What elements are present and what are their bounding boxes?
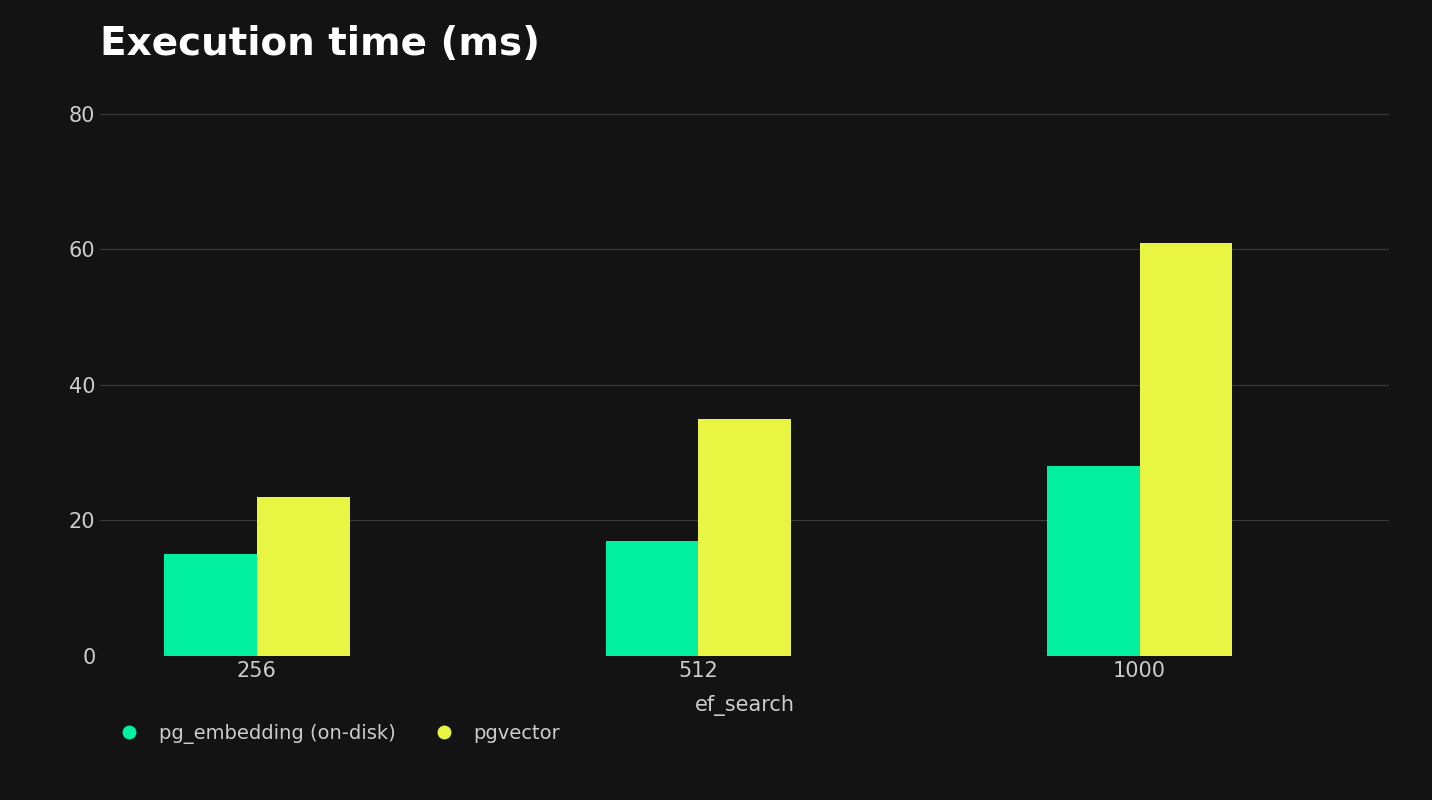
Bar (1047, 466, 1140, 656)
X-axis label: ef_search: ef_search (695, 694, 795, 716)
Legend: pg_embedding (on-disk), pgvector: pg_embedding (on-disk), pgvector (110, 724, 560, 744)
Bar (606, 541, 699, 656)
Bar (699, 419, 790, 656)
Bar (1140, 242, 1233, 656)
Bar (165, 554, 256, 656)
Text: Execution time (ms): Execution time (ms) (100, 25, 540, 63)
Bar (256, 497, 349, 656)
